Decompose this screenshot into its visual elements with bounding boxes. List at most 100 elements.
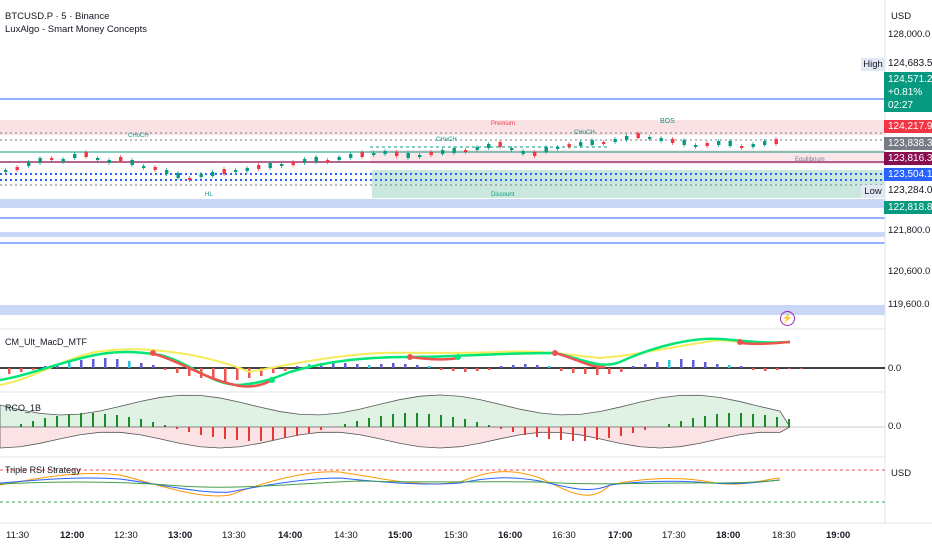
- candle-body: [142, 166, 146, 168]
- macd-bar: [500, 366, 503, 368]
- rco-bar: [416, 413, 418, 427]
- rco-bar: [356, 421, 358, 427]
- candle-body: [602, 142, 606, 144]
- gray-level-tag: 123,838.3: [884, 137, 932, 150]
- macd-bar: [428, 366, 431, 368]
- macd-bar: [404, 364, 407, 368]
- symbol-title[interactable]: BTCUSD.P · 5 · Binance: [5, 11, 110, 22]
- candle-body: [360, 152, 364, 157]
- rco-bar: [140, 419, 142, 427]
- candle-body: [257, 165, 261, 169]
- macd-bar: [80, 360, 83, 368]
- rsi-currency-label[interactable]: USD: [891, 468, 912, 479]
- rco-bar: [620, 427, 622, 436]
- candle-body: [4, 170, 8, 172]
- rco-bar: [320, 427, 322, 430]
- price-tick: 120,600.0: [888, 266, 931, 277]
- equilibrium-label: Equilibrium: [795, 157, 825, 163]
- macd-bar: [692, 360, 695, 368]
- candle-body: [280, 164, 284, 166]
- candle-body: [96, 158, 100, 160]
- rco-bar: [20, 424, 22, 427]
- price-change: +0.81%: [888, 87, 923, 98]
- candle-body: [521, 151, 525, 154]
- rco-bar: [548, 427, 550, 439]
- rco-bar: [776, 417, 778, 427]
- green-level-tag: 122,818.8: [884, 201, 932, 214]
- candle-body: [314, 157, 318, 162]
- candle-body: [590, 140, 594, 145]
- macd-bar: [488, 368, 491, 370]
- candle-body: [165, 170, 169, 174]
- rco-bar: [596, 427, 598, 440]
- candle-body: [119, 157, 123, 161]
- candle-body: [234, 170, 238, 172]
- candle-body: [717, 141, 721, 145]
- rco-bar: [164, 425, 166, 427]
- rco-bar: [608, 427, 610, 438]
- rco-bar: [92, 413, 94, 427]
- candle-body: [613, 139, 617, 142]
- low-value: 123,284.0: [888, 185, 932, 196]
- rco-bar: [644, 427, 646, 430]
- candle-body: [383, 151, 387, 154]
- candle-body: [763, 141, 767, 145]
- rco-bar: [584, 427, 586, 441]
- macd-bar: [764, 368, 767, 371]
- rco-bar: [728, 413, 730, 427]
- rco-indicator-label[interactable]: RCO_1B: [5, 403, 42, 413]
- rco-bar: [572, 427, 574, 441]
- macd-bar: [788, 368, 791, 369]
- time-tick: 11:30: [6, 530, 30, 541]
- macd-bar: [644, 364, 647, 368]
- high-value: 124,683.5: [888, 58, 932, 69]
- rco-bar: [452, 417, 454, 427]
- candle-body: [245, 168, 249, 171]
- macd-bar: [476, 368, 479, 371]
- rco-bar: [104, 414, 106, 427]
- indicator-title[interactable]: LuxAlgo - Smart Money Concepts: [5, 24, 148, 35]
- macd-indicator-label[interactable]: CM_Ult_MacD_MTF: [5, 337, 88, 347]
- rco-bar: [188, 427, 190, 432]
- rco-bar: [440, 415, 442, 427]
- macd-bar: [584, 368, 587, 374]
- rco-bar: [668, 424, 670, 427]
- bar-countdown: 02:27: [888, 100, 914, 111]
- rco-bar: [284, 427, 286, 438]
- macd-bar: [776, 368, 779, 370]
- rsi-indicator-label[interactable]: Triple RSI Strategy: [5, 465, 81, 475]
- macd-bar: [524, 364, 527, 368]
- time-tick: 12:00: [60, 530, 85, 541]
- candle-body: [510, 148, 514, 150]
- macd-bar: [164, 368, 167, 370]
- candle-body: [728, 141, 732, 146]
- candle-body: [487, 144, 491, 148]
- candle-body: [441, 150, 445, 154]
- lightning-icon[interactable]: ⚡: [780, 311, 795, 326]
- candle-body: [418, 155, 422, 157]
- price-tick: 119,600.0: [888, 299, 930, 310]
- macd-bar: [212, 368, 215, 380]
- rco-bar: [476, 422, 478, 427]
- rco-bar: [56, 416, 58, 427]
- candle-body: [176, 173, 180, 178]
- maroon-level-tag: 123,816.3: [884, 152, 932, 165]
- macd-bar: [416, 365, 419, 368]
- candle-body: [556, 147, 560, 149]
- candle-body: [579, 142, 583, 146]
- rco-bar: [248, 427, 250, 441]
- rco-bar: [44, 418, 46, 427]
- rco-bar: [152, 422, 154, 427]
- rco-bar: [32, 421, 34, 427]
- rco-bar: [680, 421, 682, 427]
- candle-body: [268, 163, 272, 168]
- macd-bar: [608, 368, 611, 374]
- rco-bar: [692, 418, 694, 427]
- macd-bar: [116, 359, 119, 368]
- blue-level-tag: 123,504.1: [884, 168, 932, 181]
- macd-bar: [728, 365, 731, 368]
- macd-bar: [620, 368, 623, 372]
- macd-bar: [104, 358, 107, 368]
- currency-label[interactable]: USD: [891, 11, 912, 22]
